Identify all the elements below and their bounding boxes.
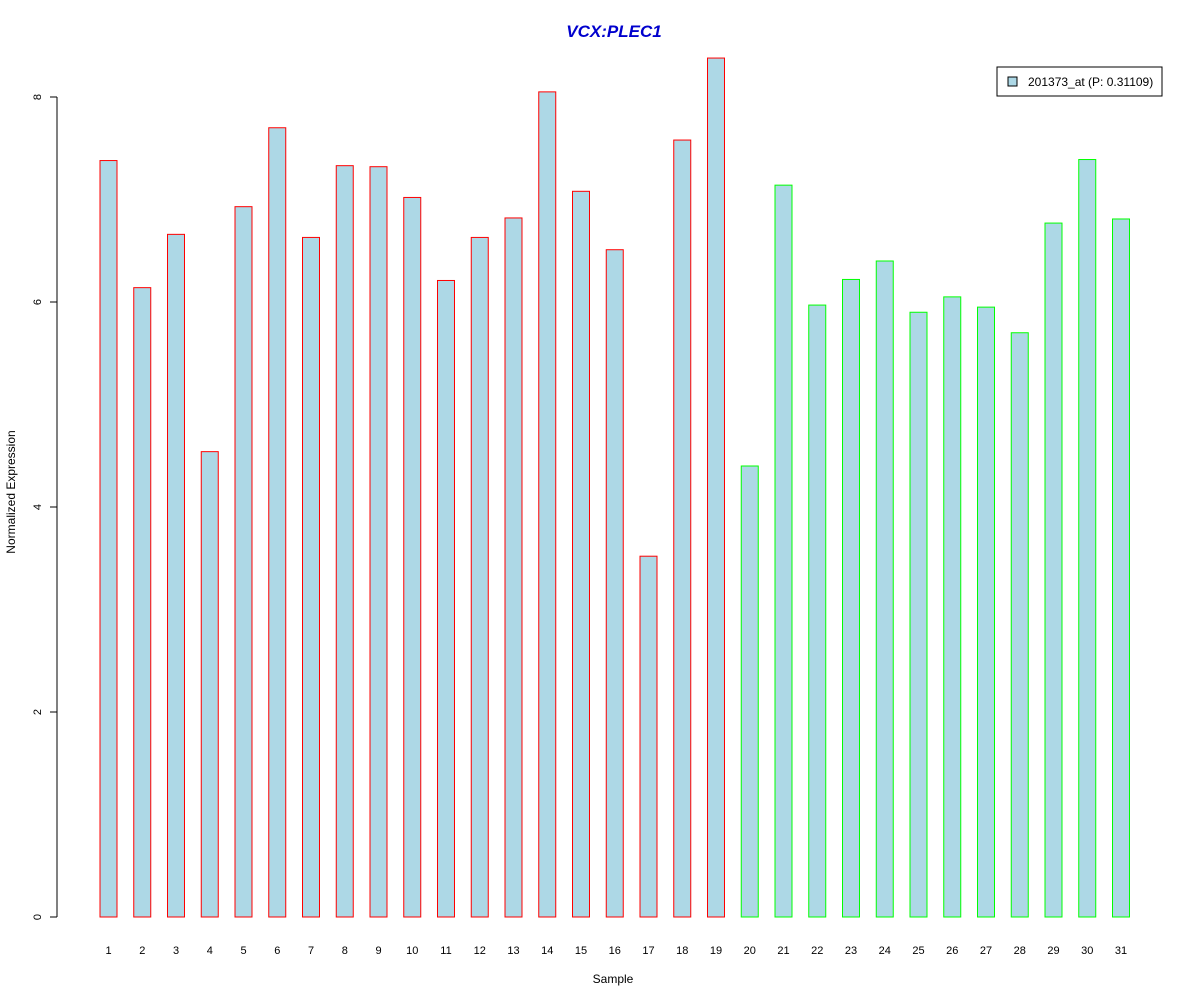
- x-tick-label-29: 29: [1047, 945, 1059, 957]
- x-tick-label-26: 26: [946, 945, 958, 957]
- y-axis: 0 2 4 6 8: [32, 94, 58, 920]
- x-tick-label-18: 18: [676, 945, 688, 957]
- legend-box: [996, 66, 1163, 97]
- bar-sample-10: [403, 196, 422, 918]
- bar-sample-27: [977, 306, 995, 918]
- x-tick-label-13: 13: [507, 945, 519, 957]
- bar-sample-6: [268, 127, 287, 918]
- x-axis-label: Sample: [593, 972, 634, 986]
- bar-sample-20: [740, 465, 759, 918]
- bars-group: [99, 57, 1130, 918]
- x-tick-label-22: 22: [811, 945, 823, 957]
- y-tick-label: 8: [32, 94, 44, 100]
- bar-sample-7: [302, 236, 320, 918]
- x-tick-label-4: 4: [207, 945, 213, 957]
- legend: 201373_at (P: 0.31109): [996, 66, 1163, 97]
- bar-sample-3: [167, 233, 185, 918]
- bar-sample-22: [808, 304, 827, 918]
- x-tick-label-15: 15: [575, 945, 587, 957]
- bar-sample-2: [133, 287, 152, 918]
- x-tick-label-21: 21: [777, 945, 789, 957]
- bar-sample-16: [605, 249, 624, 918]
- y-tick-label: 2: [32, 709, 44, 715]
- bar-sample-9: [369, 166, 388, 918]
- bar-sample-13: [504, 217, 523, 918]
- y-axis-label: Normalized Expression: [4, 430, 18, 553]
- x-tick-label-25: 25: [912, 945, 924, 957]
- bar-sample-12: [470, 236, 489, 918]
- x-tick-label-31: 31: [1115, 945, 1127, 957]
- bar-sample-17: [639, 555, 658, 918]
- x-tick-label-20: 20: [744, 945, 756, 957]
- bar-sample-28: [1010, 332, 1029, 918]
- x-tick-labels: 1 2 3 4 5 6 7 8 9 10 11 12 13 14 15 16 17 18 19 20 21 22 23 24 2…: [105, 945, 1127, 957]
- x-tick-label-12: 12: [474, 945, 486, 957]
- x-tick-label-8: 8: [342, 945, 348, 957]
- x-tick-label-1: 1: [105, 945, 111, 957]
- bar-sample-30: [1078, 159, 1097, 918]
- x-tick-label-30: 30: [1081, 945, 1093, 957]
- chart-title: VCX:PLEC1: [566, 22, 661, 41]
- bar-sample-21: [774, 184, 793, 918]
- bar-sample-18: [673, 139, 692, 918]
- x-tick-label-24: 24: [879, 945, 891, 957]
- x-tick-label-11: 11: [440, 945, 451, 957]
- bar-sample-23: [842, 278, 860, 918]
- bar-sample-14: [538, 91, 557, 918]
- x-tick-label-10: 10: [406, 945, 418, 957]
- bar-sample-31: [1112, 218, 1130, 918]
- bar-sample-4: [200, 451, 219, 918]
- x-tick-label-2: 2: [139, 945, 145, 957]
- legend-label: 201373_at (P: 0.31109): [1028, 75, 1153, 89]
- bar-sample-29: [1044, 222, 1063, 918]
- x-tick-label-23: 23: [845, 945, 857, 957]
- bar-sample-15: [572, 190, 590, 918]
- x-tick-label-6: 6: [274, 945, 280, 957]
- x-tick-label-17: 17: [642, 945, 654, 957]
- y-tick-label: 6: [32, 299, 44, 305]
- bar-sample-26: [943, 296, 962, 918]
- bar-sample-25: [909, 311, 928, 918]
- bar-sample-5: [234, 206, 253, 918]
- bar-sample-8: [335, 165, 354, 918]
- y-tick-label: 4: [32, 504, 44, 510]
- x-tick-label-27: 27: [980, 945, 992, 957]
- bar-sample-19: [707, 57, 725, 918]
- y-tick-label: 0: [32, 914, 44, 920]
- x-tick-label-14: 14: [541, 945, 553, 957]
- x-tick-label-16: 16: [609, 945, 621, 957]
- x-tick-label-3: 3: [173, 945, 179, 957]
- bar-sample-1: [99, 160, 118, 918]
- x-tick-label-5: 5: [240, 945, 246, 957]
- x-tick-label-19: 19: [710, 945, 722, 957]
- x-tick-label-7: 7: [308, 945, 314, 957]
- bar-sample-24: [875, 260, 894, 918]
- bar-sample-11: [437, 279, 455, 918]
- x-tick-label-28: 28: [1014, 945, 1026, 957]
- x-tick-label-9: 9: [375, 945, 381, 957]
- legend-swatch: [1007, 76, 1018, 87]
